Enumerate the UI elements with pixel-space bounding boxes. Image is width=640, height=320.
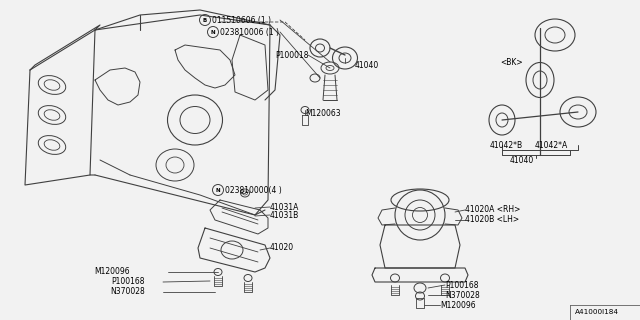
Text: M120096: M120096 xyxy=(94,268,130,276)
Text: N: N xyxy=(211,29,215,35)
Text: A41000l184: A41000l184 xyxy=(575,309,619,315)
Text: M120096: M120096 xyxy=(440,300,476,309)
Text: 41031A: 41031A xyxy=(270,203,300,212)
Text: M120063: M120063 xyxy=(305,108,340,117)
Text: 023810006 (1 ): 023810006 (1 ) xyxy=(220,28,279,36)
Text: 41031B: 41031B xyxy=(270,211,300,220)
Text: B: B xyxy=(203,18,207,22)
Text: <BK>: <BK> xyxy=(500,58,523,67)
Text: P100168: P100168 xyxy=(111,277,145,286)
Text: P100168: P100168 xyxy=(445,281,479,290)
Text: 023810000(4 ): 023810000(4 ) xyxy=(225,186,282,195)
Text: 41020A <RH>: 41020A <RH> xyxy=(465,205,520,214)
Text: 41042*B: 41042*B xyxy=(490,140,523,149)
Text: P100018: P100018 xyxy=(275,51,308,60)
Text: 41042*A: 41042*A xyxy=(535,140,568,149)
Text: 41040: 41040 xyxy=(355,60,380,69)
Text: 41040: 41040 xyxy=(510,156,534,164)
Text: 41020: 41020 xyxy=(270,244,294,252)
Text: N370028: N370028 xyxy=(110,287,145,297)
Text: 41020B <LH>: 41020B <LH> xyxy=(465,215,519,225)
Text: N: N xyxy=(216,188,220,193)
Text: 011510606 (1 ): 011510606 (1 ) xyxy=(212,15,271,25)
Text: N370028: N370028 xyxy=(445,291,480,300)
